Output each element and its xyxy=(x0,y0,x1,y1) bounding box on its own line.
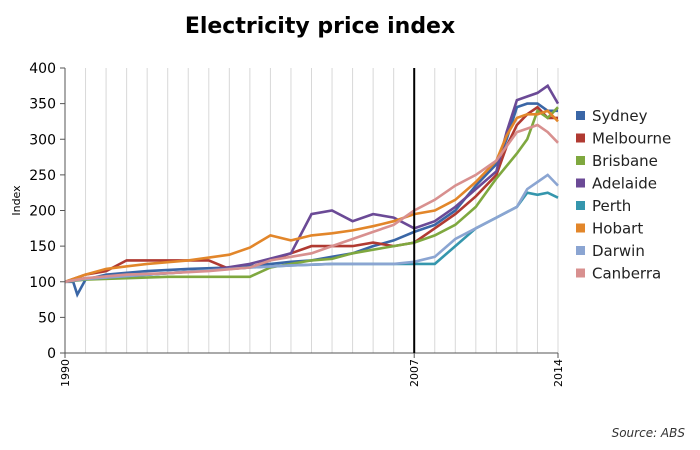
series-line-sydney xyxy=(65,102,558,298)
x-tick-label: 2014 xyxy=(552,359,565,387)
y-tick-label: 50 xyxy=(38,310,56,326)
legend-label-sydney: Sydney xyxy=(592,107,648,125)
y-tick-label: 100 xyxy=(29,275,56,291)
legend-swatch-hobart xyxy=(576,223,585,233)
legend: Sydney Melbourne Brisbane Adelaide Perth Hoba… xyxy=(576,107,671,283)
legend-swatch-melbourne xyxy=(576,133,585,143)
legend-label-brisbane: Brisbane xyxy=(592,152,658,170)
legend-swatch-darwin xyxy=(576,246,585,255)
y-tick-label: 200 xyxy=(29,204,56,220)
legend-swatch-brisbane xyxy=(576,156,585,165)
axis-layer: 0 50 100 150 200 250 300 350 400 Index 1990 2007 201… xyxy=(10,61,565,387)
x-tick-label: 1990 xyxy=(59,359,72,387)
series-line-canberra xyxy=(64,123,559,284)
legend-label-darwin: Darwin xyxy=(592,242,645,260)
legend-label-adelaide: Adelaide xyxy=(592,175,657,193)
y-axis-label: Index xyxy=(10,185,23,216)
y-tick-label: 150 xyxy=(29,239,56,255)
series-line-brisbane xyxy=(64,106,559,284)
y-tick-label: 350 xyxy=(29,97,56,113)
legend-label-melbourne: Melbourne xyxy=(592,130,671,148)
grid-layer xyxy=(64,68,559,353)
legend-swatch-perth xyxy=(576,201,585,210)
y-tick-label: 300 xyxy=(29,132,56,148)
y-tick-label: 250 xyxy=(29,168,56,184)
y-tick-label: 0 xyxy=(47,346,56,362)
series-line-hobart xyxy=(64,109,559,284)
y-tick-label: 400 xyxy=(29,61,56,77)
legend-swatch-sydney xyxy=(576,111,585,120)
legend-label-canberra: Canberra xyxy=(592,265,661,283)
series-layer xyxy=(64,83,560,298)
legend-label-perth: Perth xyxy=(592,197,631,215)
source-note: Source: ABS xyxy=(611,426,685,440)
legend-swatch-adelaide xyxy=(576,178,585,188)
chart-title: Electricity price index xyxy=(184,14,456,39)
legend-label-hobart: Hobart xyxy=(592,220,643,238)
legend-swatch-canberra xyxy=(576,268,585,278)
x-tick-label: 2007 xyxy=(408,359,421,387)
